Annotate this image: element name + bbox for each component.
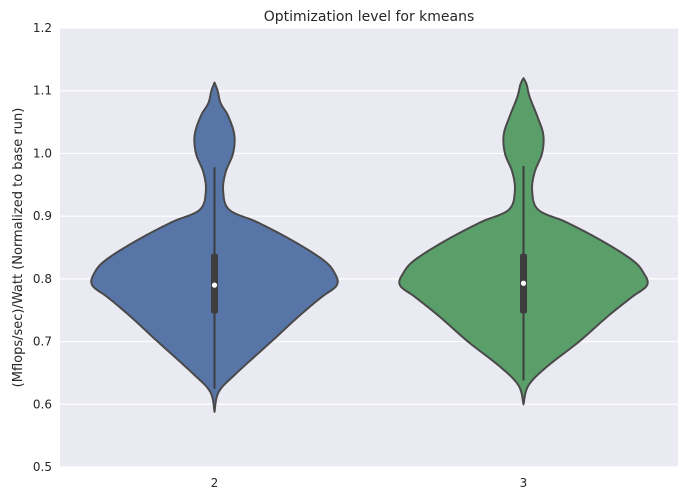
y-tick-labels: 0.5 0.6 0.7 0.8 0.9 1.0 1.1 1.2	[33, 21, 52, 474]
y-tick-label: 0.5	[33, 460, 52, 474]
x-tick-label: 3	[520, 476, 528, 490]
y-tick-label: 1.2	[33, 21, 52, 35]
y-tick-label: 0.6	[33, 397, 52, 411]
inner-boxes	[211, 165, 527, 389]
y-tick-label: 1.0	[33, 146, 52, 160]
y-tick-label: 0.9	[33, 209, 52, 223]
chart-title: Optimization level for kmeans	[264, 9, 475, 25]
y-tick-label: 0.7	[33, 335, 52, 349]
median-point-2	[211, 282, 218, 288]
y-tick-label: 1.1	[33, 84, 52, 98]
x-tick-label: 2	[211, 476, 219, 490]
y-axis-label: (Mflops/sec)/Watt (Normalized to base ru…	[11, 108, 26, 388]
y-tick-label: 0.8	[33, 272, 52, 286]
median-point-3	[520, 280, 527, 286]
